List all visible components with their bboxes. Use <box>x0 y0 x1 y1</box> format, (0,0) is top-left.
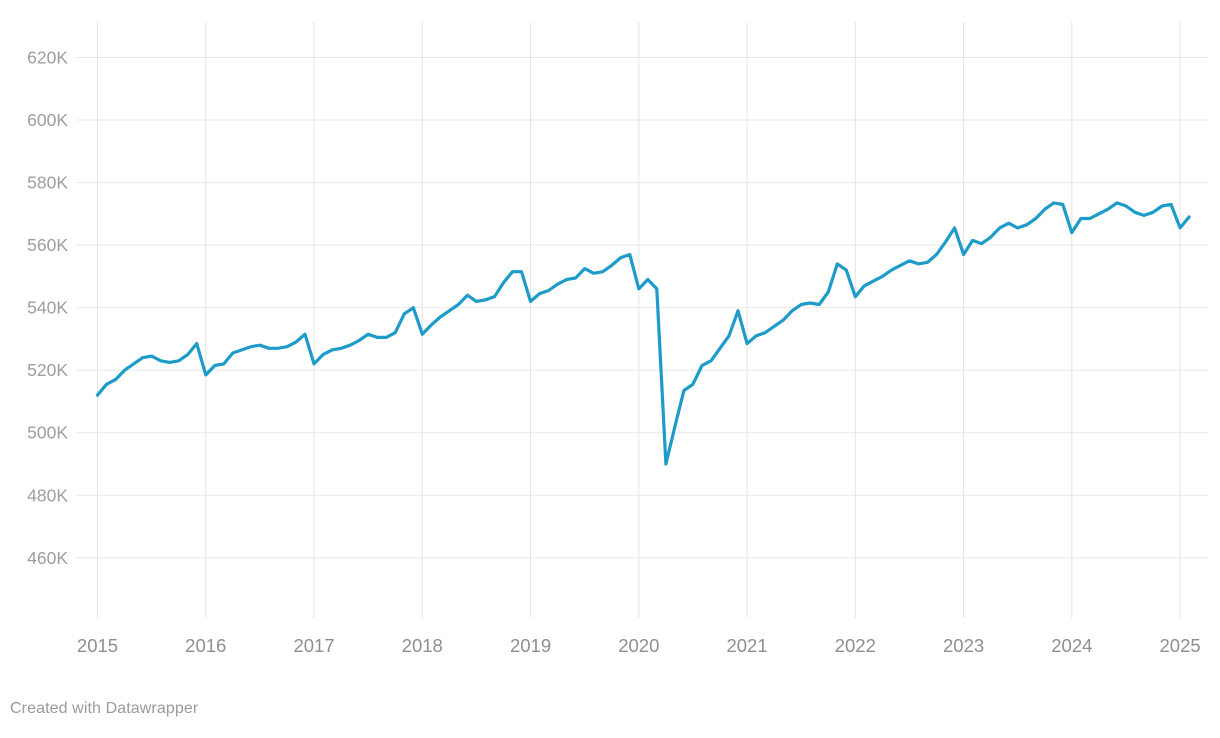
x-axis-tick-label: 2025 <box>1160 635 1201 656</box>
data-line <box>95 201 1191 466</box>
y-axis-tick-label: 560K <box>27 235 68 255</box>
y-axis-tick-label: 580K <box>27 173 68 193</box>
datawrapper-attribution: Created with Datawrapper <box>10 700 199 717</box>
x-axis-tick-label: 2023 <box>943 635 984 656</box>
x-axis-tick-label: 2019 <box>510 635 551 656</box>
y-axis-tick-label: 620K <box>27 48 68 68</box>
y-axis-tick-label: 520K <box>27 360 68 380</box>
y-axis-tick-label: 480K <box>27 485 68 505</box>
x-axis-tick-label: 2017 <box>293 635 334 656</box>
x-axis-tick-label: 2021 <box>726 635 767 656</box>
y-axis-tick-label: 600K <box>27 110 68 130</box>
x-axis-tick-label: 2020 <box>618 635 659 656</box>
x-axis-tick-label: 2024 <box>1051 635 1092 656</box>
x-axis-tick-label: 2015 <box>77 635 118 656</box>
x-axis-tick-label: 2016 <box>185 635 226 656</box>
y-axis-tick-label: 460K <box>27 548 68 568</box>
x-axis-tick-label: 2022 <box>835 635 876 656</box>
x-axis-tick-label: 2018 <box>402 635 443 656</box>
y-axis-tick-label: 500K <box>27 423 68 443</box>
y-axis-tick-label: 540K <box>27 298 68 318</box>
